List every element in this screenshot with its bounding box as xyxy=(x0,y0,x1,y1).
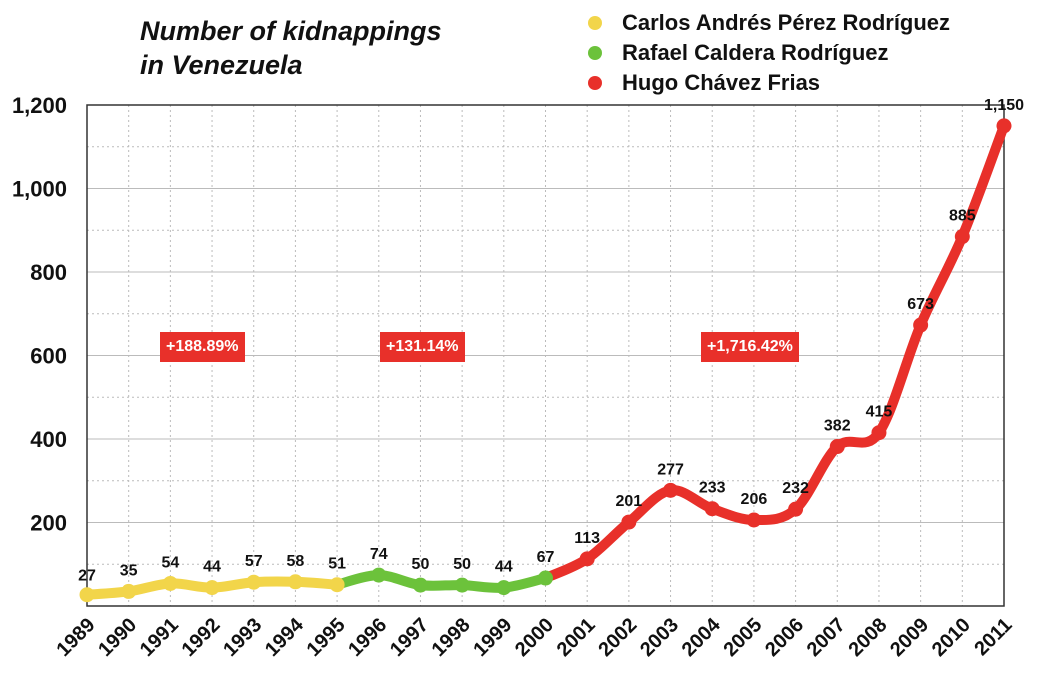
data-label: 27 xyxy=(78,568,96,585)
data-label: 58 xyxy=(287,553,305,570)
x-tick-label: 2006 xyxy=(761,614,808,661)
data-point xyxy=(996,118,1012,134)
y-tick-label: 400 xyxy=(30,427,67,452)
y-tick-label: 1,000 xyxy=(12,177,67,202)
x-tick-label: 1999 xyxy=(469,614,516,661)
series-line-1 xyxy=(332,570,551,593)
data-point xyxy=(496,580,512,596)
data-point xyxy=(538,570,553,586)
x-tick-label: 1992 xyxy=(178,614,225,661)
data-label: 54 xyxy=(161,554,179,571)
data-point xyxy=(204,580,220,596)
x-tick-label: 1997 xyxy=(386,614,433,661)
data-label: 233 xyxy=(699,480,726,497)
data-label: 50 xyxy=(453,556,471,573)
x-tick-label: 2005 xyxy=(719,614,766,661)
annotation-perez-change: +188.89% xyxy=(160,332,245,362)
legend-label-chavez: Hugo Chávez Frias xyxy=(622,70,821,95)
data-label: 50 xyxy=(412,556,430,573)
data-point xyxy=(954,229,970,245)
x-tick-label: 1994 xyxy=(261,613,309,661)
legend-item-chavez: Hugo Chávez Frias xyxy=(588,68,950,98)
x-tick-label: 2002 xyxy=(594,614,641,661)
data-label: 206 xyxy=(741,491,768,508)
data-label: 35 xyxy=(120,562,138,579)
data-point xyxy=(579,551,595,567)
annotation-chavez-change: +1,716.42% xyxy=(701,332,799,362)
x-tick-label: 1996 xyxy=(344,614,391,661)
data-label: 232 xyxy=(782,480,809,497)
chart-title: Number of kidnappings in Venezuela xyxy=(140,14,442,82)
y-tick-label: 200 xyxy=(30,511,67,536)
data-point xyxy=(788,501,804,517)
legend-label-perez: Carlos Andrés Pérez Rodríguez xyxy=(622,10,951,35)
x-tick-label: 2000 xyxy=(511,614,558,661)
chart-legend: Carlos Andrés Pérez Rodríguez Rafael Cal… xyxy=(588,8,950,98)
chart-title-line1: Number of kidnappings xyxy=(140,16,442,46)
x-tick-label: 2010 xyxy=(928,614,975,661)
chart-title-line2: in Venezuela xyxy=(140,50,303,80)
data-label: 44 xyxy=(495,559,513,576)
data-label: 382 xyxy=(824,418,851,435)
data-label: 885 xyxy=(949,208,976,225)
data-point xyxy=(829,439,845,455)
x-tick-label: 2009 xyxy=(886,614,933,661)
data-label: 74 xyxy=(370,546,388,563)
data-label: 113 xyxy=(574,530,600,547)
annotation-caldera-change: +131.14% xyxy=(380,332,465,362)
data-label: 67 xyxy=(537,549,555,566)
data-point xyxy=(454,577,470,593)
x-tick-label: 1991 xyxy=(136,614,183,661)
data-point xyxy=(871,425,887,441)
data-point xyxy=(287,574,303,590)
data-point xyxy=(746,512,762,528)
data-point xyxy=(162,575,178,591)
data-point xyxy=(412,577,428,593)
legend-item-caldera: Rafael Caldera Rodríguez xyxy=(588,38,950,68)
legend-marker-perez xyxy=(588,16,602,30)
x-tick-label: 2001 xyxy=(553,614,600,661)
data-point xyxy=(121,583,137,599)
x-tick-label: 1993 xyxy=(219,614,266,661)
x-tick-label: 2004 xyxy=(678,613,726,661)
x-tick-label: 1990 xyxy=(94,614,141,661)
plot-frame xyxy=(86,104,1005,607)
x-tick-label: 1995 xyxy=(303,614,350,661)
data-point xyxy=(621,514,637,530)
x-tick-label: 1989 xyxy=(53,614,100,661)
data-point xyxy=(329,577,345,593)
x-tick-label: 2003 xyxy=(636,614,683,661)
data-label: 673 xyxy=(907,296,934,313)
data-label: 1,150 xyxy=(984,97,1024,114)
y-tick-label: 800 xyxy=(30,260,67,285)
data-point xyxy=(79,587,95,603)
x-tick-label: 2011 xyxy=(970,614,1016,660)
y-tick-label: 1,200 xyxy=(12,93,67,118)
legend-item-perez: Carlos Andrés Pérez Rodríguez xyxy=(588,8,950,38)
y-tick-label: 600 xyxy=(30,344,67,369)
data-label: 277 xyxy=(657,461,684,478)
data-point xyxy=(663,482,679,498)
data-label: 57 xyxy=(245,553,263,570)
data-label: 44 xyxy=(203,559,221,576)
data-point xyxy=(246,574,262,590)
x-tick-label: 1998 xyxy=(428,614,475,661)
x-tick-label: 2007 xyxy=(803,614,850,661)
data-point xyxy=(913,317,929,333)
data-label: 415 xyxy=(866,404,893,421)
data-point xyxy=(704,501,720,517)
x-tick-label: 2008 xyxy=(844,614,891,661)
data-label: 201 xyxy=(616,493,643,510)
legend-marker-chavez xyxy=(588,76,602,90)
data-point xyxy=(371,567,387,583)
data-label: 51 xyxy=(328,556,346,573)
legend-marker-caldera xyxy=(588,46,602,60)
legend-label-caldera: Rafael Caldera Rodríguez xyxy=(622,40,889,65)
